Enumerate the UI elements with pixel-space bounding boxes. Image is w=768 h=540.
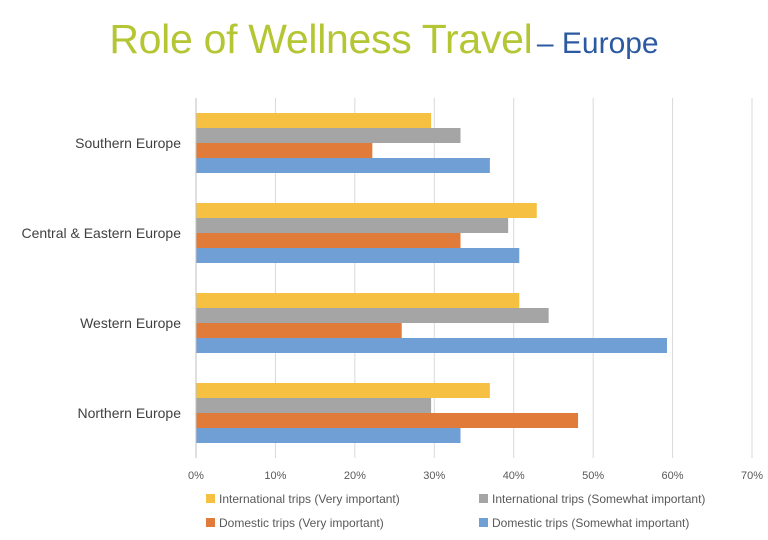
axes: 0% 10% 20% 30% 40% 50% 60% 70% Southern Europe Ce… bbox=[21, 98, 763, 482]
bar bbox=[196, 323, 402, 338]
bar bbox=[196, 203, 537, 218]
chart-title-main: Role of Wellness Travel bbox=[109, 16, 533, 62]
bar bbox=[196, 398, 432, 413]
legend-label: Domestic trips (Somewhat important) bbox=[492, 516, 689, 530]
bar bbox=[196, 113, 432, 128]
x-tick-label: 60% bbox=[662, 470, 684, 482]
legend-swatch bbox=[206, 494, 215, 503]
bar bbox=[196, 128, 461, 143]
category-label: Southern Europe bbox=[75, 135, 181, 151]
bar bbox=[196, 293, 520, 308]
bar bbox=[196, 143, 373, 158]
x-tick-label: 30% bbox=[423, 470, 445, 482]
x-tick-label: 20% bbox=[344, 470, 366, 482]
x-tick-label: 0% bbox=[188, 470, 204, 482]
bar bbox=[196, 413, 579, 428]
chart-title: Role of Wellness Travel – Europe bbox=[0, 16, 768, 63]
category-label: Central & Eastern Europe bbox=[21, 225, 181, 241]
bar bbox=[196, 308, 549, 323]
bar bbox=[196, 248, 520, 263]
legend-label: International trips (Very important) bbox=[219, 492, 400, 506]
x-tick-label: 40% bbox=[503, 470, 525, 482]
bar bbox=[196, 383, 490, 398]
legend-label: Domestic trips (Very important) bbox=[219, 516, 384, 530]
chart-title-sub: – Europe bbox=[536, 27, 659, 60]
legend-label: International trips (Somewhat important) bbox=[492, 492, 705, 506]
legend: International trips (Very important) Inte… bbox=[206, 492, 705, 530]
legend-swatch bbox=[206, 518, 215, 527]
legend-swatch bbox=[479, 494, 488, 503]
bar bbox=[196, 428, 461, 443]
x-tick-label: 50% bbox=[582, 470, 604, 482]
bar bbox=[196, 218, 509, 233]
bars bbox=[196, 113, 668, 443]
bar bbox=[196, 233, 461, 248]
bar bbox=[196, 158, 490, 173]
legend-swatch bbox=[479, 518, 488, 527]
x-tick-label: 70% bbox=[741, 470, 763, 482]
bar bbox=[196, 338, 668, 353]
category-label: Northern Europe bbox=[77, 405, 181, 421]
x-tick-label: 10% bbox=[264, 470, 286, 482]
category-label: Western Europe bbox=[80, 315, 181, 331]
